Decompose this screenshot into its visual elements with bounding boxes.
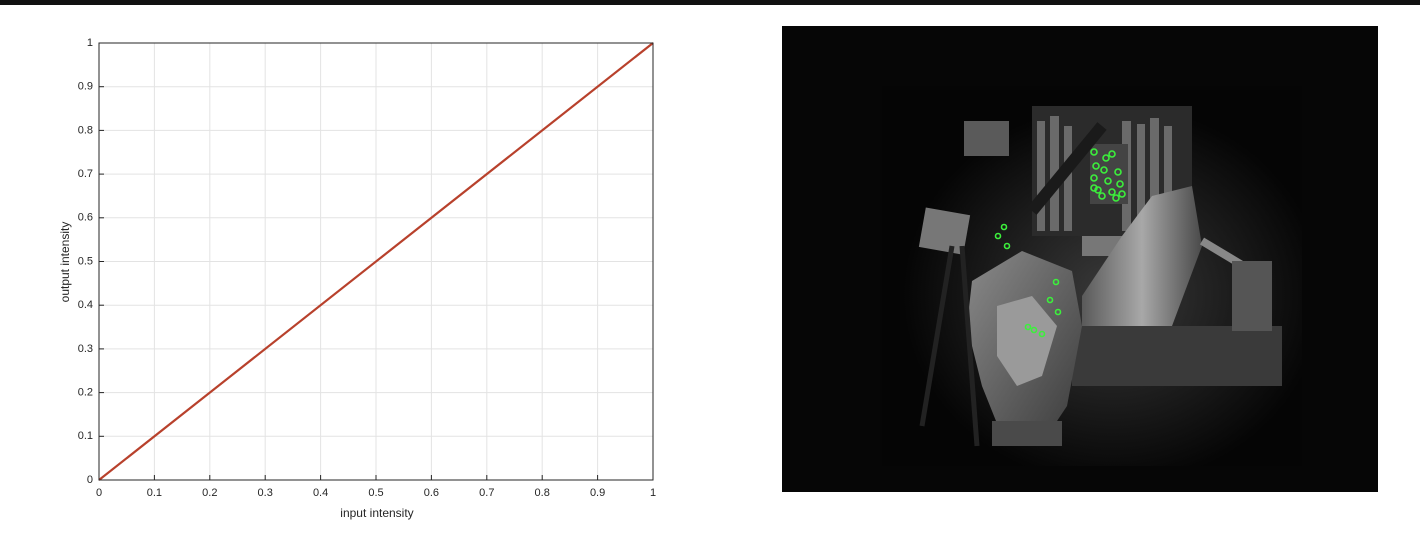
y-tick-label: 0.1 [78, 430, 93, 442]
x-tick-label: 0.7 [479, 487, 494, 499]
x-tick-label: 0.6 [424, 487, 439, 499]
y-tick-label: 0.5 [78, 255, 93, 267]
y-tick-label: 0.8 [78, 124, 93, 136]
screen: input intensity output intensity 0 0.1 0.2… [0, 0, 1420, 537]
y-tick-label: 0 [87, 474, 93, 486]
y-tick-label: 0.3 [78, 343, 93, 355]
chart: input intensity output intensity 0 0.1 0.2… [0, 0, 760, 537]
keypoint-photo [782, 26, 1378, 492]
x-tick-label: 0.3 [258, 487, 273, 499]
y-tick-label: 0.9 [78, 81, 93, 93]
y-tick-label: 0.6 [78, 212, 93, 224]
y-tick-label: 0.2 [78, 387, 93, 399]
y-tick-label: 0.7 [78, 168, 93, 180]
x-tick-label: 0.1 [147, 487, 162, 499]
x-tick-label: 0 [96, 487, 102, 499]
y-axis-label: output intensity [58, 222, 72, 303]
x-tick-label: 0.9 [590, 487, 605, 499]
x-tick-label: 0.5 [368, 487, 383, 499]
x-tick-label: 1 [650, 487, 656, 499]
x-tick-label: 0.8 [535, 487, 550, 499]
y-tick-label: 0.4 [78, 299, 93, 311]
x-axis-label: input intensity [340, 506, 413, 520]
x-tick-label: 0.2 [202, 487, 217, 499]
y-tick-label: 1 [87, 37, 93, 49]
x-tick-label: 0.4 [313, 487, 328, 499]
